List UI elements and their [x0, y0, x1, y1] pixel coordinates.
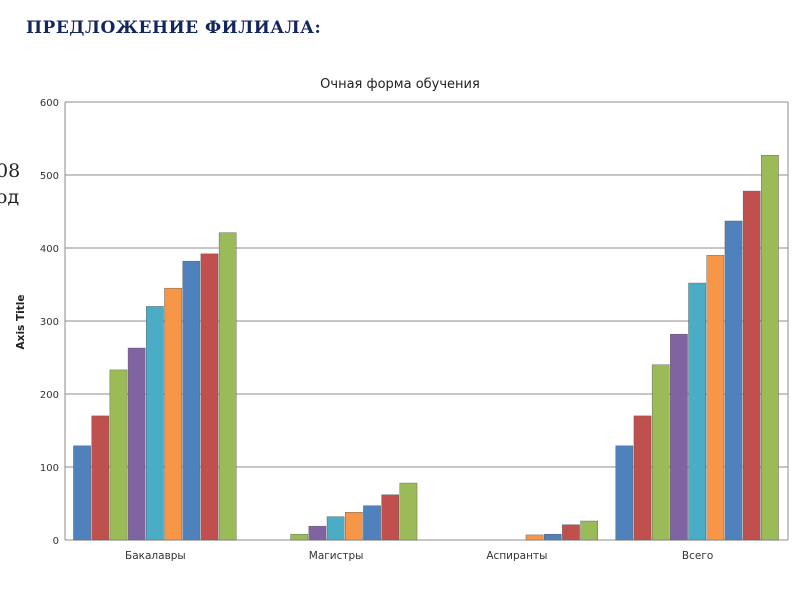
background-text: 08 [0, 160, 21, 182]
bar [200, 253, 219, 541]
y-tick-label: 300 [40, 317, 59, 328]
bar [399, 482, 418, 541]
bar [525, 534, 544, 541]
bar [182, 260, 201, 541]
y-tick-label: 0 [53, 536, 59, 547]
bar [127, 347, 146, 541]
bar [308, 525, 327, 541]
bar [651, 364, 670, 541]
bar [615, 445, 634, 541]
bar [742, 190, 761, 541]
bar [670, 333, 688, 541]
bar [633, 415, 652, 541]
y-tick-label: 400 [40, 244, 59, 255]
bar [91, 415, 110, 541]
bar [363, 505, 381, 541]
y-axis-title: Axis Title [15, 295, 27, 350]
bar [706, 255, 725, 541]
bar [218, 232, 237, 541]
y-tick-label: 100 [40, 463, 59, 474]
bar [73, 445, 91, 541]
slide-heading: ПРЕДЛОЖЕНИЕ ФИЛИАЛА: [26, 18, 322, 38]
bar [562, 524, 580, 541]
y-tick-label: 200 [40, 390, 59, 401]
bar [761, 155, 779, 541]
chart-title: Очная форма обучения [320, 77, 480, 92]
x-category-label: Аспиранты [486, 550, 547, 562]
bar [543, 533, 562, 541]
background-text: од [0, 186, 20, 208]
bar [580, 520, 598, 541]
x-category-label: Магистры [309, 550, 364, 562]
bar [345, 512, 363, 541]
bar [109, 369, 128, 541]
bar [326, 516, 345, 541]
x-category-label: Всего [682, 550, 713, 562]
y-tick-label: 500 [40, 171, 59, 182]
bar [146, 306, 164, 541]
bar [164, 287, 182, 541]
bar [381, 494, 400, 541]
bar [724, 220, 743, 541]
bar [688, 282, 706, 541]
x-category-label: Бакалавры [125, 550, 186, 562]
y-tick-label: 600 [40, 98, 59, 109]
bar [290, 533, 309, 541]
